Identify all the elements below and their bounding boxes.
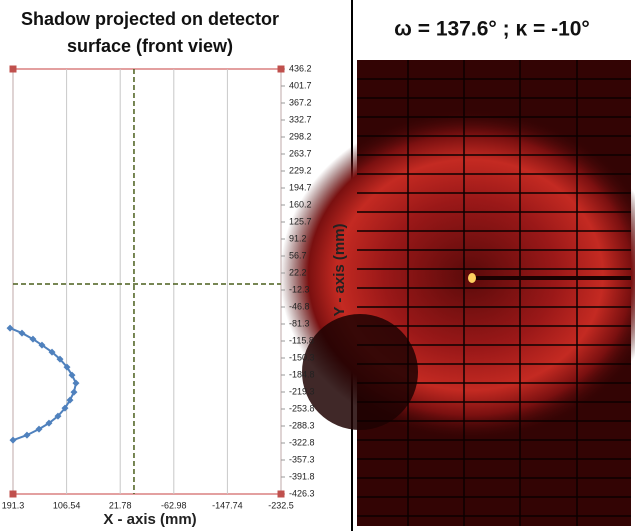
y-tick-label: 436.2 [289,63,312,73]
y-tick-label: 56.7 [289,250,307,260]
beam-spot [468,273,476,283]
y-tick-label: -12.3 [289,284,310,294]
point [23,431,31,439]
point [45,419,53,427]
y-tick-label: 160.2 [289,199,312,209]
y-tick-label: -426.3 [289,488,315,498]
point [6,324,14,332]
point [56,355,64,363]
y-tick-label: -288.3 [289,420,315,430]
x-tick-label: 21.78 [109,500,132,510]
point [48,348,56,356]
point [70,388,78,396]
y-tick-label: 91.2 [289,233,307,243]
x-axis-label: X - axis (mm) [103,511,196,528]
x-tick-label: -62.98 [161,500,187,510]
point [18,329,26,337]
point [38,341,46,349]
point [61,404,69,412]
series [6,324,80,444]
y-axis-label: Y - axis (mm) [331,223,348,316]
corner-handle [277,65,285,73]
y-tick-label: -322.8 [289,437,315,447]
y-tick-label: -357.3 [289,454,315,464]
chart-title: Shadow projected on detector surface (fr… [20,9,280,56]
shadow [302,314,418,430]
y-tick-label: -81.3 [289,318,310,328]
point [72,379,80,387]
y-tick-label: -253.8 [289,403,315,413]
image-title: ω = 137.6° ; κ = -10° [394,18,590,41]
y-tick-label: -219.3 [289,386,315,396]
y-tick-label: 298.2 [289,131,312,141]
point [54,412,62,420]
point [68,371,76,379]
plot-border [12,68,282,495]
point [35,425,43,433]
y-tick-label: -150.3 [289,352,315,362]
x-tick-label: -147.74 [212,500,243,510]
y-tick-label: 367.2 [289,97,312,107]
y-tick-label: -46.8 [289,301,310,311]
y-tick-label: -115.8 [289,335,314,345]
y-tick-label: 22.2 [289,267,307,277]
y-tick-label: 229.2 [289,165,312,175]
x-tick-label: -232.5 [268,500,294,510]
y-tick-label: 263.7 [289,148,312,158]
point [66,396,74,404]
corner-handle [9,490,17,498]
x-tick-label: 191.3 [2,500,25,510]
y-tick-label: -184.8 [289,369,315,379]
detector-gaps [357,60,631,526]
y-tick-label: 332.7 [289,114,312,124]
y-tick-label: -391.8 [289,471,315,481]
x-tick-label: 106.54 [53,500,81,510]
point [9,436,17,444]
y-tick-label: 401.7 [289,80,312,90]
corner-handle [9,65,17,73]
y-tick-label: 194.7 [289,182,312,192]
point [63,363,71,371]
y-tick-label: 125.7 [289,216,312,226]
point [29,335,37,343]
corner-handle [277,490,285,498]
